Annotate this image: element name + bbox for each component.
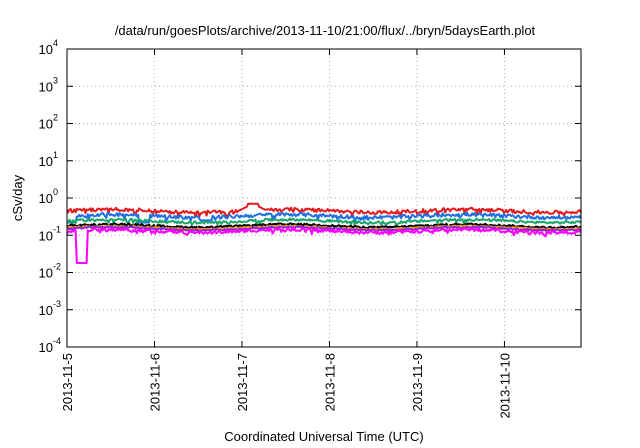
series-line bbox=[66, 225, 582, 233]
y-tick-label: 10 bbox=[39, 340, 53, 355]
y-tick-label: 10 bbox=[39, 154, 53, 169]
y-tick-label: 10 bbox=[39, 266, 53, 281]
y-tick-label: 10 bbox=[39, 228, 53, 243]
series-line bbox=[66, 222, 582, 231]
series-group bbox=[66, 202, 582, 264]
y-tick-label: 10 bbox=[39, 303, 53, 318]
x-tick-label: 2013-11-6 bbox=[147, 353, 162, 411]
chart-title: /data/run/goesPlots/archive/2013-11-10/2… bbox=[115, 23, 536, 38]
y-tick-exponent: 1 bbox=[53, 150, 58, 160]
y-tick-label: 10 bbox=[39, 79, 53, 94]
x-tick-label: 2013-11-8 bbox=[322, 353, 337, 411]
y-tick-label: 10 bbox=[39, 42, 53, 57]
y-axis-label: cSv/day bbox=[10, 174, 25, 221]
x-tick-label: 2013-11-9 bbox=[410, 353, 425, 411]
y-tick-label: 10 bbox=[39, 117, 53, 132]
grid bbox=[67, 49, 581, 347]
y-tick-exponent: 0 bbox=[53, 187, 58, 197]
y-tick-exponent: -3 bbox=[53, 299, 61, 309]
series-line bbox=[66, 217, 582, 227]
y-tick-exponent: -2 bbox=[53, 262, 61, 272]
y-tick-exponent: 2 bbox=[53, 113, 58, 123]
y-tick-label: 10 bbox=[39, 191, 53, 206]
y-tick-exponent: -4 bbox=[53, 336, 61, 346]
x-axis-label: Coordinated Universal Time (UTC) bbox=[224, 429, 423, 444]
x-tick-label: 2013-11-10 bbox=[497, 353, 512, 419]
y-tick-exponent: 4 bbox=[53, 38, 58, 48]
y-tick-exponent: -1 bbox=[53, 224, 61, 234]
x-tick-label: 2013-11-7 bbox=[235, 353, 250, 411]
series-line bbox=[66, 227, 582, 264]
x-tick-label: 2013-11-5 bbox=[60, 353, 75, 411]
series-line bbox=[67, 211, 582, 224]
y-tick-exponent: 3 bbox=[53, 75, 58, 85]
